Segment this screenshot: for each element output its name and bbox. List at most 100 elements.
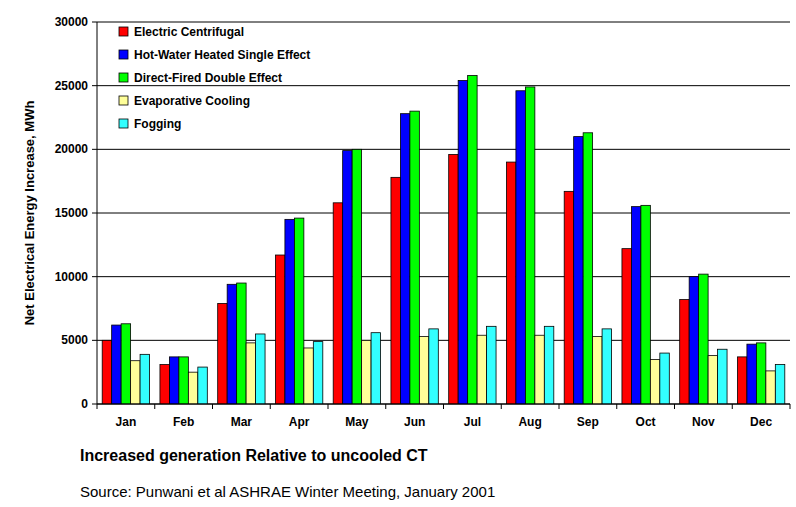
bar bbox=[313, 342, 322, 404]
bar bbox=[525, 87, 534, 404]
bar bbox=[775, 365, 784, 404]
bar bbox=[458, 81, 467, 404]
bar bbox=[391, 177, 400, 404]
x-tick bbox=[154, 404, 155, 409]
y-tick-label: 20000 bbox=[55, 142, 89, 156]
bar bbox=[121, 324, 130, 404]
y-tick bbox=[92, 213, 97, 214]
x-tick-label: Oct bbox=[636, 415, 656, 429]
bar bbox=[564, 191, 573, 404]
bar bbox=[708, 356, 717, 404]
grid-line bbox=[97, 85, 790, 86]
x-tick bbox=[212, 404, 213, 409]
chart: 050001000015000200002500030000JanFebMarA… bbox=[0, 0, 796, 507]
bar bbox=[218, 303, 227, 404]
x-tick-label: May bbox=[345, 415, 369, 429]
bar bbox=[227, 284, 236, 404]
x-tick bbox=[674, 404, 675, 409]
y-tick-label: 30000 bbox=[55, 15, 89, 29]
bar bbox=[487, 326, 496, 404]
bar bbox=[188, 372, 197, 404]
x-tick-label: Aug bbox=[518, 415, 541, 429]
bar bbox=[593, 337, 602, 404]
y-tick bbox=[92, 276, 97, 277]
x-tick bbox=[385, 404, 386, 409]
grid-line bbox=[97, 22, 790, 23]
bar bbox=[429, 329, 438, 404]
bar bbox=[477, 335, 486, 404]
bar bbox=[660, 353, 669, 404]
bars bbox=[102, 75, 785, 404]
bar bbox=[131, 361, 140, 404]
x-tick bbox=[443, 404, 444, 409]
bar bbox=[574, 137, 583, 404]
bar bbox=[718, 349, 727, 404]
bar bbox=[169, 357, 178, 404]
legend-swatch bbox=[119, 119, 128, 128]
bar bbox=[400, 114, 409, 404]
x-tick-label: Sep bbox=[577, 415, 599, 429]
bar bbox=[285, 219, 294, 404]
bar bbox=[516, 91, 525, 404]
legend-label: Electric Centrifugal bbox=[134, 25, 244, 39]
bar bbox=[102, 340, 111, 404]
bar bbox=[449, 154, 458, 404]
y-tick bbox=[92, 149, 97, 150]
bar bbox=[333, 203, 342, 404]
bar bbox=[602, 329, 611, 404]
y-tick bbox=[92, 404, 97, 405]
y-axis bbox=[97, 22, 98, 404]
bar bbox=[680, 300, 689, 404]
x-tick-label: Jul bbox=[464, 415, 481, 429]
bar bbox=[362, 340, 371, 404]
bar bbox=[650, 359, 659, 404]
x-tick bbox=[328, 404, 329, 409]
bar bbox=[689, 277, 698, 404]
bar bbox=[160, 365, 169, 404]
bar bbox=[631, 207, 640, 404]
y-tick bbox=[92, 85, 97, 86]
bar bbox=[352, 149, 361, 404]
x-tick bbox=[732, 404, 733, 409]
subtitle: Source: Punwani et al ASHRAE Winter Meet… bbox=[80, 483, 495, 500]
bar bbox=[699, 274, 708, 404]
y-tick-label: 25000 bbox=[55, 79, 89, 93]
grid-line bbox=[97, 276, 790, 277]
x-tick bbox=[97, 404, 98, 409]
bar bbox=[246, 343, 255, 404]
bar bbox=[468, 75, 477, 404]
bar bbox=[506, 162, 515, 404]
y-tick-label: 0 bbox=[81, 397, 88, 411]
y-axis-label: Net Electrical Energy Increase, MWh bbox=[22, 101, 37, 326]
bar bbox=[419, 337, 428, 404]
bar bbox=[622, 249, 631, 404]
x-tick bbox=[790, 404, 791, 409]
x-tick bbox=[270, 404, 271, 409]
x-tick-label: Jun bbox=[404, 415, 425, 429]
bar bbox=[747, 344, 756, 404]
bar bbox=[583, 133, 592, 404]
bar bbox=[535, 335, 544, 404]
legend-swatch bbox=[119, 73, 128, 82]
x-tick-label: Mar bbox=[231, 415, 253, 429]
bar bbox=[294, 218, 303, 404]
bar bbox=[112, 325, 121, 404]
x-tick-label: Jan bbox=[116, 415, 137, 429]
bar bbox=[410, 111, 419, 404]
bar bbox=[756, 343, 765, 404]
bar bbox=[544, 326, 553, 404]
bar bbox=[179, 357, 188, 404]
x-tick-label: Feb bbox=[173, 415, 194, 429]
legend-swatch bbox=[119, 96, 128, 105]
legend-label: Hot-Water Heated Single Effect bbox=[134, 48, 310, 62]
bar bbox=[343, 151, 352, 404]
bar bbox=[641, 205, 650, 404]
bar bbox=[371, 333, 380, 404]
grid-line bbox=[97, 149, 790, 150]
bar bbox=[237, 283, 246, 404]
bar bbox=[304, 348, 313, 404]
x-tick-label: Dec bbox=[750, 415, 772, 429]
bar bbox=[275, 255, 284, 404]
y-tick-label: 10000 bbox=[55, 270, 89, 284]
bar bbox=[140, 354, 149, 404]
